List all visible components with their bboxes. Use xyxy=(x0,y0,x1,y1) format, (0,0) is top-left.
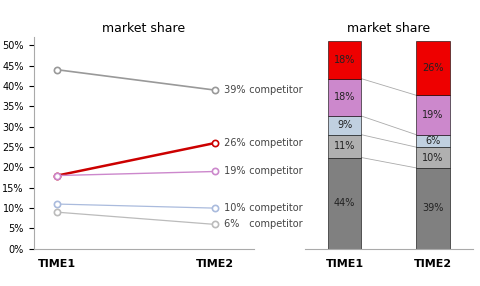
Text: 10%: 10% xyxy=(221,203,246,213)
Text: 44%: 44% xyxy=(334,198,355,208)
Text: 6%: 6% xyxy=(425,136,441,146)
Bar xyxy=(416,41,450,95)
Bar xyxy=(416,147,450,168)
Text: 26%: 26% xyxy=(221,138,246,148)
Bar xyxy=(328,41,361,79)
Text: 19%: 19% xyxy=(422,110,444,120)
Bar xyxy=(328,79,361,116)
Bar xyxy=(416,135,450,147)
Bar xyxy=(416,95,450,135)
Text: competitor 5: competitor 5 xyxy=(243,85,312,95)
Text: 39%: 39% xyxy=(221,85,246,95)
Text: 26%: 26% xyxy=(422,63,444,73)
Bar xyxy=(328,158,361,249)
Text: 6%: 6% xyxy=(221,219,240,229)
Text: competitor 3: competitor 3 xyxy=(243,203,312,213)
Text: 18%: 18% xyxy=(334,55,355,65)
Bar xyxy=(416,168,450,249)
Text: 19%: 19% xyxy=(221,166,246,176)
Text: 9%: 9% xyxy=(337,120,352,130)
Text: 10%: 10% xyxy=(422,152,444,162)
Text: competitor 4: competitor 4 xyxy=(243,219,312,229)
Text: 18%: 18% xyxy=(334,92,355,102)
Title: market share: market share xyxy=(347,22,431,35)
Bar xyxy=(328,116,361,135)
Text: competitor 2: competitor 2 xyxy=(243,166,312,176)
Text: 39%: 39% xyxy=(422,203,444,213)
Bar xyxy=(328,135,361,158)
Title: market share: market share xyxy=(102,22,186,35)
Text: competitor 1: competitor 1 xyxy=(243,138,312,148)
Text: 11%: 11% xyxy=(334,141,355,151)
